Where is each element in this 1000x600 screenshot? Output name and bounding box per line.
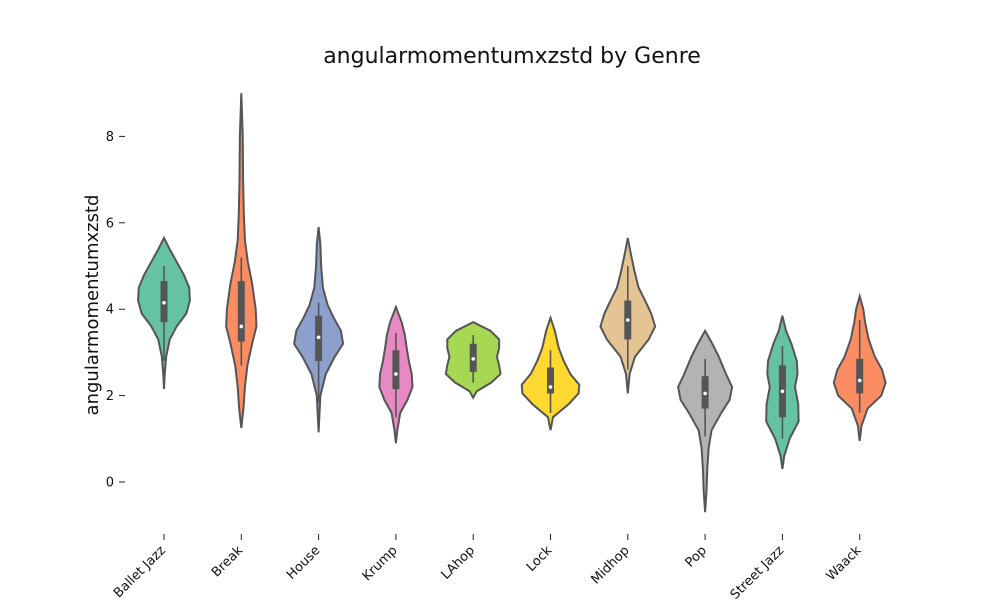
y-tick-label: 2 (106, 389, 114, 404)
median-point (316, 335, 321, 340)
x-axis: Ballet Jazz Break House Krump LAhop Lock Midho… (111, 534, 865, 600)
median-point (239, 324, 244, 329)
median-point (548, 385, 553, 389)
x-tick-label: Street Jazz (728, 543, 788, 600)
iqr-box (547, 367, 554, 394)
x-tick-label: Break (209, 543, 246, 580)
y-axis: 0 2 4 6 8 (106, 130, 125, 491)
x-tick-label: LAhop (439, 543, 479, 583)
x-tick-label: Krump (360, 543, 401, 584)
iqr-box (392, 350, 400, 390)
y-tick-label: 8 (106, 130, 114, 145)
median-point (394, 372, 398, 376)
x-tick-label: Midhop (588, 543, 632, 587)
x-tick-label: House (284, 543, 323, 582)
x-tick-label: Waack (824, 543, 865, 584)
iqr-box (856, 358, 864, 394)
median-point (626, 318, 630, 322)
iqr-box (237, 281, 245, 342)
chart-title: angularmomentumxzstd by Genre (323, 44, 701, 69)
median-point (162, 300, 166, 305)
x-tick-label: Lock (524, 543, 556, 575)
y-axis-label: angularmomentumxzstd (82, 195, 103, 416)
median-point (471, 357, 476, 361)
violins-layer (137, 93, 887, 513)
median-point (703, 391, 707, 396)
x-tick-label: Ballet Jazz (111, 543, 169, 600)
median-point (857, 378, 862, 383)
y-tick-label: 0 (106, 476, 114, 491)
median-point (780, 389, 785, 394)
y-tick-label: 4 (106, 303, 114, 318)
y-tick-label: 6 (106, 216, 114, 231)
x-tick-label: Pop (683, 543, 710, 570)
